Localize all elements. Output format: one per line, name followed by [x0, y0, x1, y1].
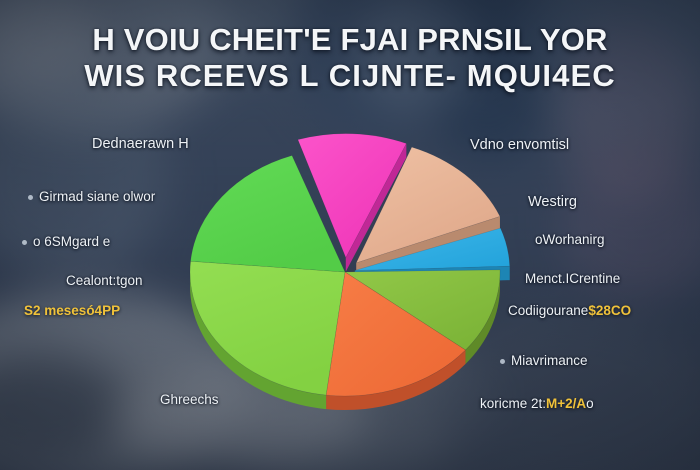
blue-slice[interactable]: [354, 227, 511, 271]
lime-slice[interactable]: [189, 260, 346, 396]
label-koricme: koricme 2t:M+2/Ao: [480, 396, 594, 411]
bullet-icon: [22, 239, 27, 245]
label-dednaerawn: Dednaerawn H: [92, 136, 189, 152]
label-reses-amount: S2 mesesó4PP: [24, 303, 120, 318]
peach-slice[interactable]: [355, 146, 501, 264]
bullet-icon: [500, 358, 505, 364]
label-koricme-value: M+2/A: [546, 396, 587, 411]
orange-slice-side: [326, 350, 466, 410]
label-koricme-suffix: o: [586, 396, 594, 411]
label-girmad-text: Girmad siane olwor: [39, 189, 156, 204]
label-miavrimance: Miavrimance: [500, 353, 588, 368]
lime-slice-side: [190, 272, 327, 410]
pie-slices: [189, 133, 511, 397]
label-mgard-text: o 6SMgard e: [33, 234, 111, 249]
label-codiigourane-value: $28CO: [588, 303, 632, 318]
label-ghreechs: Ghreechs: [160, 392, 219, 407]
label-cealont: Cealont:tgon: [66, 273, 143, 288]
olive-slice-side: [465, 272, 500, 365]
label-codiigourane-text: Codiigourane: [508, 303, 589, 318]
bullet-icon: [28, 194, 33, 200]
label-menct-crentine: Menct.ICrentine: [525, 271, 621, 286]
label-reses-text: S2 meses: [24, 303, 87, 318]
label-girmad-siane-olwor: Girmad siane olwor: [28, 189, 155, 204]
label-miavrimance-text: Miavrimance: [511, 353, 588, 368]
label-worhanirg: oWorhanirg: [535, 232, 605, 247]
label-mgard: o 6SMgard e: [22, 234, 110, 249]
magenta-slice-edge: [345, 143, 407, 272]
olive-slice[interactable]: [344, 269, 501, 351]
label-reses-value: ó4PP: [86, 303, 121, 318]
label-koricme-text: koricme 2t:: [480, 396, 547, 411]
green-slice[interactable]: [190, 155, 346, 273]
label-westing: Westirg: [528, 194, 577, 210]
label-vendo-envomtisl: Vdno envomtisl: [470, 137, 570, 153]
orange-slice[interactable]: [325, 271, 466, 397]
magenta-slice[interactable]: [297, 133, 407, 259]
label-codiigourane: Codiigourane$28CO: [508, 303, 631, 318]
